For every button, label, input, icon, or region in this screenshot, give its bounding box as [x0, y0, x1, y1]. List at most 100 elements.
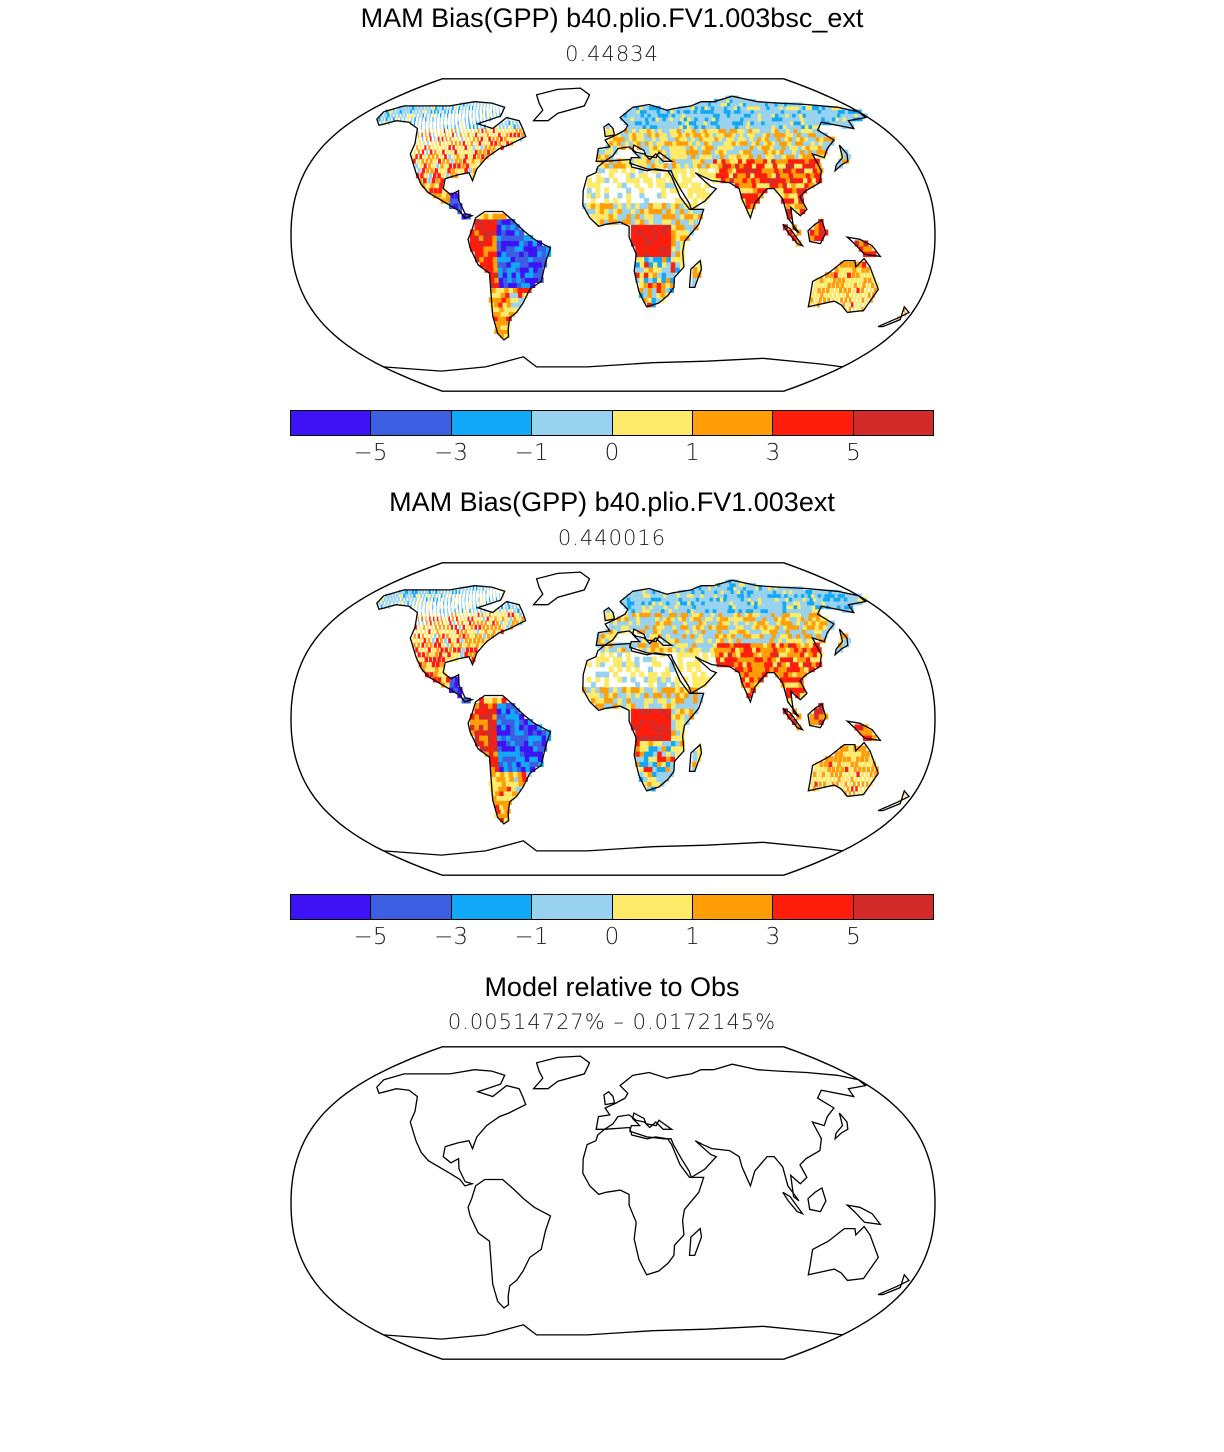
bias-cell	[626, 661, 631, 668]
bias-cell	[505, 132, 509, 138]
bias-cell	[702, 620, 709, 626]
bias-cell	[626, 597, 632, 602]
bias-cell	[639, 687, 645, 693]
bias-cell	[857, 306, 860, 312]
bias-cell	[385, 109, 389, 114]
bias-cell	[635, 124, 640, 129]
bias-cell	[620, 140, 626, 146]
bias-cell	[431, 140, 433, 146]
bias-cell	[837, 277, 841, 283]
bias-cell	[644, 266, 649, 273]
colorbar-tick-label: 0	[604, 924, 620, 950]
bias-cell	[681, 120, 688, 126]
bias-cell	[502, 786, 509, 792]
bias-cell	[656, 177, 662, 184]
bias-cell	[488, 612, 491, 618]
bias-cell	[777, 177, 784, 184]
bias-cell	[740, 154, 747, 160]
bias-cell	[630, 713, 636, 720]
bias-cell	[701, 132, 708, 138]
bias-cell	[421, 128, 423, 134]
bias-cell	[730, 113, 738, 118]
bias-cell	[489, 761, 496, 767]
bias-cell	[655, 172, 661, 179]
bias-cell	[693, 109, 700, 114]
bias-cell	[651, 116, 657, 122]
bias-cell	[441, 136, 444, 142]
bias-cell	[438, 187, 443, 194]
bias-cell	[657, 629, 663, 635]
bias-cell	[443, 120, 444, 126]
bias-cell	[788, 158, 795, 164]
bias-cell	[604, 218, 610, 225]
bias-cell	[444, 647, 448, 653]
bias-cell	[509, 124, 512, 129]
bias-cell	[599, 687, 605, 693]
bias-cell	[780, 172, 787, 179]
bias-cell	[681, 589, 688, 595]
bias-cell	[818, 235, 824, 241]
bias-cell	[428, 600, 430, 606]
bias-cell	[645, 105, 651, 111]
bias-cell	[709, 647, 716, 653]
bias-cell	[729, 145, 736, 151]
bias-cell	[809, 719, 815, 725]
bias-cell	[417, 120, 419, 126]
bias-cell	[797, 656, 804, 663]
bias-cell	[639, 229, 645, 236]
bias-cell	[488, 128, 491, 134]
bias-cell	[604, 697, 610, 704]
bias-cell	[510, 702, 516, 709]
bias-cell	[795, 182, 802, 189]
bias-cell	[761, 651, 768, 658]
bias-cell	[733, 612, 740, 618]
bias-cell	[744, 612, 752, 618]
bias-cell	[767, 149, 775, 155]
bias-cell	[450, 158, 454, 164]
bias-cell	[715, 624, 722, 630]
bias-cell	[505, 245, 511, 252]
bias-cell	[454, 597, 456, 602]
bias-cell	[496, 713, 502, 720]
bias-cell	[737, 136, 745, 142]
bias-cell	[656, 766, 662, 772]
bias-cell	[494, 132, 497, 138]
bias-cell	[476, 145, 480, 151]
bias-cell	[775, 149, 783, 155]
bias-cell	[738, 177, 744, 184]
bias-cell	[488, 213, 493, 220]
bias-cell	[646, 647, 652, 653]
bias-cell	[613, 661, 618, 668]
bias-cell	[652, 589, 658, 595]
bias-cell	[657, 633, 664, 639]
bias-cell	[846, 761, 850, 767]
bias-cell	[659, 136, 665, 142]
bias-cell	[498, 786, 505, 792]
bias-cell	[789, 616, 797, 622]
bias-cell	[381, 600, 385, 606]
bias-cell	[636, 132, 641, 138]
bias-cell	[680, 719, 686, 725]
bias-cell	[643, 282, 649, 288]
bias-cell	[500, 817, 507, 823]
bias-cell	[519, 266, 526, 273]
bias-cell	[678, 604, 684, 610]
bias-cell	[595, 187, 601, 194]
bias-cell	[675, 124, 682, 129]
bias-cell	[443, 128, 446, 134]
bias-cell	[515, 756, 522, 762]
bias-cell	[624, 136, 630, 142]
bias-cell	[857, 297, 860, 303]
bias-cell	[653, 224, 659, 231]
bias-cell	[696, 624, 702, 630]
bias-cell	[756, 647, 763, 653]
bias-cell	[725, 177, 731, 184]
bias-cell	[763, 633, 771, 639]
bias-cell	[727, 616, 735, 622]
bias-cell	[419, 638, 422, 644]
bias-cell	[644, 745, 649, 752]
bias-cell	[489, 277, 496, 283]
bias-cell	[863, 724, 869, 731]
bias-cell	[638, 124, 644, 129]
bias-cell	[421, 167, 426, 174]
